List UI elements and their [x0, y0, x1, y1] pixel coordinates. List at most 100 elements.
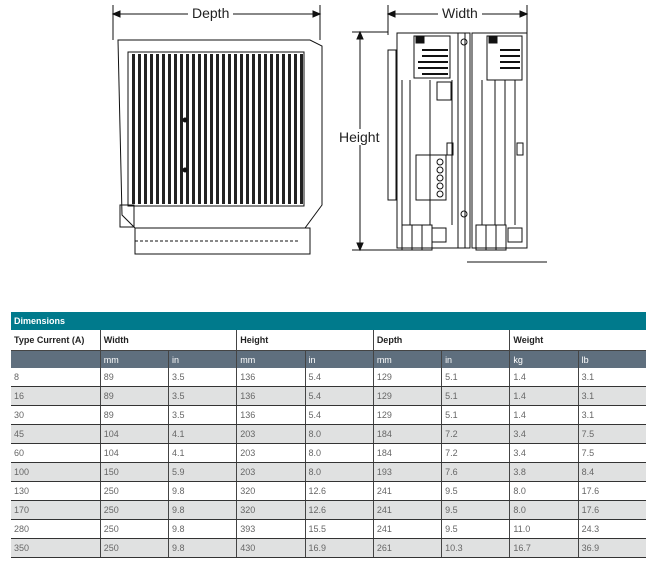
table-cell: 16.7: [509, 538, 579, 558]
table-cell: 8.4: [577, 462, 646, 482]
heatsink-fin: [294, 54, 297, 204]
table-cell: 150: [99, 462, 169, 482]
table-cell: 15.5: [304, 519, 374, 539]
table-cell: 184: [372, 443, 442, 463]
table-cell: 1.4: [509, 405, 579, 425]
heatsink-fin: [228, 54, 231, 204]
table-cell: 203: [236, 443, 306, 463]
heatsink-fin: [276, 54, 279, 204]
heatsink-fin: [162, 54, 165, 204]
header-weight: Weight: [509, 330, 646, 351]
heatsink-fin: [174, 54, 177, 204]
header-height: Height: [236, 330, 374, 351]
table-cell: 9.8: [168, 519, 237, 539]
heatsink-fin: [210, 54, 213, 204]
heatsink-fin: [138, 54, 141, 204]
table-cell: 130: [11, 481, 101, 501]
table-cell: 3.1: [577, 386, 646, 406]
table-row: 8 89 3.5 136 5.4 129 5.1 1.4 3.1: [11, 368, 646, 387]
heatsink-fin: [150, 54, 153, 204]
table-cell: 89: [99, 386, 169, 406]
table-cell: 7.5: [577, 424, 646, 444]
table-row: 45 104 4.1 203 8.0 184 7.2 3.4 7.5: [11, 424, 646, 444]
table-cell: 3.4: [509, 443, 579, 463]
table-cell: 350: [11, 538, 101, 558]
table-cell: 8: [11, 368, 101, 387]
unit-cell: mm: [236, 350, 306, 368]
heatsink-fin: [258, 54, 261, 204]
table-cell: 170: [11, 500, 101, 520]
table-cell: 7.2: [441, 424, 510, 444]
table-cell: 129: [372, 405, 442, 425]
table-row: 30 89 3.5 136 5.4 129 5.1 1.4 3.1: [11, 405, 646, 425]
table-cell: 10.3: [441, 538, 510, 558]
table-cell: 5.4: [304, 368, 374, 387]
heatsink-fin: [204, 54, 207, 204]
unit-cell: lb: [577, 350, 646, 368]
table-cell: 7.2: [441, 443, 510, 463]
table-cell: 9.8: [168, 481, 237, 501]
table-row: 280 250 9.8 393 15.5 241 9.5 11.0 24.3: [11, 519, 646, 539]
heatsink-fin: [216, 54, 219, 204]
header-type-current: Type Current (A): [11, 330, 101, 351]
heatsink-fin: [168, 54, 171, 204]
unit-cell: mm: [99, 350, 169, 368]
width-label: Width: [438, 5, 482, 21]
unit-cell: kg: [509, 350, 579, 368]
table-cell: 8.0: [509, 481, 579, 501]
unit-cell: mm: [372, 350, 442, 368]
header-depth: Depth: [372, 330, 510, 351]
table-cell: 9.5: [441, 519, 510, 539]
table-cell: 250: [99, 519, 169, 539]
table-cell: 8.0: [509, 500, 579, 520]
table-cell: 89: [99, 405, 169, 425]
table-cell: 129: [372, 386, 442, 406]
heatsink-fin: [234, 54, 237, 204]
table-row: 350 250 9.8 430 16.9 261 10.3 16.7 36.9: [11, 538, 646, 558]
heatsink-fin: [198, 54, 201, 204]
side-view-drawing: [117, 39, 323, 255]
table-cell: 24.3: [577, 519, 646, 539]
heatsink-fin: [156, 54, 159, 204]
heatsink-fin: [186, 54, 189, 204]
table-cell: 136: [236, 405, 306, 425]
table-cell: 3.5: [168, 386, 237, 406]
table-cell: 9.5: [441, 500, 510, 520]
table-cell: 129: [372, 368, 442, 387]
table-cell: 4.1: [168, 424, 237, 444]
table-cell: 9.5: [441, 481, 510, 501]
table-cell: 8.0: [304, 424, 374, 444]
table-cell: 250: [99, 500, 169, 520]
table-cell: 241: [372, 481, 442, 501]
table-cell: 241: [372, 500, 442, 520]
depth-label: Depth: [188, 5, 234, 21]
heatsink-fin: [288, 54, 291, 204]
table-cell: 3.8: [509, 462, 579, 482]
table-cell: 1.4: [509, 386, 579, 406]
table-cell: 89: [99, 368, 169, 387]
table-cell: 280: [11, 519, 101, 539]
table-cell: 3.1: [577, 368, 646, 387]
heatsink-fin: [264, 54, 267, 204]
table-cell: 104: [99, 443, 169, 463]
table-cell: 203: [236, 462, 306, 482]
heatsink-fin: [132, 54, 135, 204]
table-cell: 17.6: [577, 481, 646, 501]
table-cell: 60: [11, 443, 101, 463]
table-row: 100 150 5.9 203 8.0 193 7.6 3.8 8.4: [11, 462, 646, 482]
table-cell: 36.9: [577, 538, 646, 558]
table-cell: 7.5: [577, 443, 646, 463]
table-cell: 5.1: [441, 386, 510, 406]
heatsink-fin: [246, 54, 249, 204]
table-cell: 9.8: [168, 500, 237, 520]
table-cell: 7.6: [441, 462, 510, 482]
table-cell: 16.9: [304, 538, 374, 558]
unit-cell: in: [168, 350, 237, 368]
table-row: 60 104 4.1 203 8.0 184 7.2 3.4 7.5: [11, 443, 646, 463]
table-cell: 393: [236, 519, 306, 539]
table-cell: 5.4: [304, 405, 374, 425]
table-cell: 12.6: [304, 500, 374, 520]
table-cell: 100: [11, 462, 101, 482]
table-cell: 104: [99, 424, 169, 444]
heatsink-fin: [180, 54, 183, 204]
